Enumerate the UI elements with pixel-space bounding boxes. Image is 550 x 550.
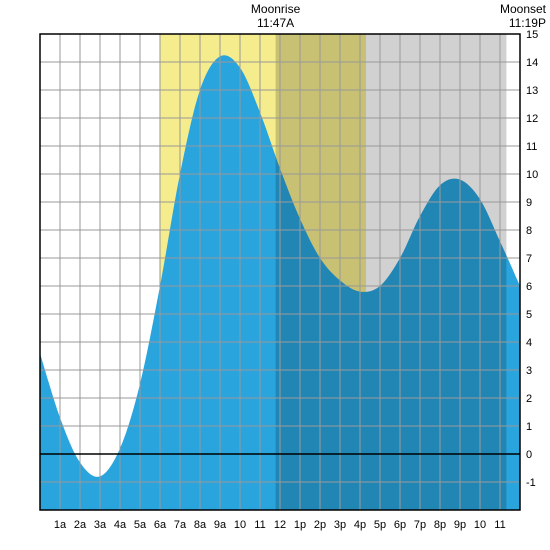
- svg-text:1a: 1a: [54, 519, 67, 531]
- svg-text:9a: 9a: [214, 519, 227, 531]
- svg-text:12: 12: [526, 113, 538, 125]
- svg-text:6a: 6a: [154, 519, 167, 531]
- svg-text:6: 6: [526, 281, 532, 293]
- svg-text:5a: 5a: [134, 519, 147, 531]
- svg-text:-1: -1: [526, 477, 536, 489]
- svg-text:7a: 7a: [174, 519, 187, 531]
- svg-text:8a: 8a: [194, 519, 207, 531]
- svg-text:13: 13: [526, 85, 538, 97]
- moonset-text: Moonset: [500, 2, 546, 16]
- tide-chart: Moonrise 11:47A Moonset 11:19P -10123456…: [0, 0, 550, 550]
- moonset-time: 11:19P: [500, 16, 546, 30]
- svg-text:1: 1: [526, 421, 532, 433]
- svg-text:5: 5: [526, 309, 532, 321]
- svg-text:10: 10: [474, 519, 486, 531]
- svg-text:3p: 3p: [334, 519, 346, 531]
- moonrise-label: Moonrise 11:47A: [246, 2, 306, 31]
- svg-text:1p: 1p: [294, 519, 306, 531]
- svg-text:3a: 3a: [94, 519, 107, 531]
- moonrise-text: Moonrise: [246, 2, 306, 16]
- svg-text:9p: 9p: [454, 519, 466, 531]
- svg-text:4: 4: [526, 337, 532, 349]
- svg-text:11: 11: [254, 519, 265, 531]
- svg-text:3: 3: [526, 365, 532, 377]
- svg-text:11: 11: [494, 519, 505, 531]
- svg-text:0: 0: [526, 449, 532, 461]
- svg-text:8: 8: [526, 225, 532, 237]
- chart-svg: -101234567891011121314151a2a3a4a5a6a7a8a…: [0, 0, 550, 550]
- svg-text:4a: 4a: [114, 519, 127, 531]
- svg-text:4p: 4p: [354, 519, 366, 531]
- svg-text:5p: 5p: [374, 519, 386, 531]
- svg-text:8p: 8p: [434, 519, 446, 531]
- moonset-label: Moonset 11:19P: [500, 2, 546, 31]
- svg-text:7p: 7p: [414, 519, 426, 531]
- svg-text:7: 7: [526, 253, 532, 265]
- svg-text:2a: 2a: [74, 519, 87, 531]
- chart-header: Moonrise 11:47A Moonset 11:19P: [0, 0, 550, 34]
- svg-text:10: 10: [234, 519, 246, 531]
- svg-text:2p: 2p: [314, 519, 326, 531]
- svg-text:2: 2: [526, 393, 532, 405]
- svg-text:12: 12: [274, 519, 286, 531]
- moonrise-time: 11:47A: [246, 16, 306, 30]
- svg-text:10: 10: [526, 169, 538, 181]
- svg-text:11: 11: [526, 141, 537, 153]
- svg-text:6p: 6p: [394, 519, 406, 531]
- svg-text:9: 9: [526, 197, 532, 209]
- svg-text:14: 14: [526, 57, 538, 69]
